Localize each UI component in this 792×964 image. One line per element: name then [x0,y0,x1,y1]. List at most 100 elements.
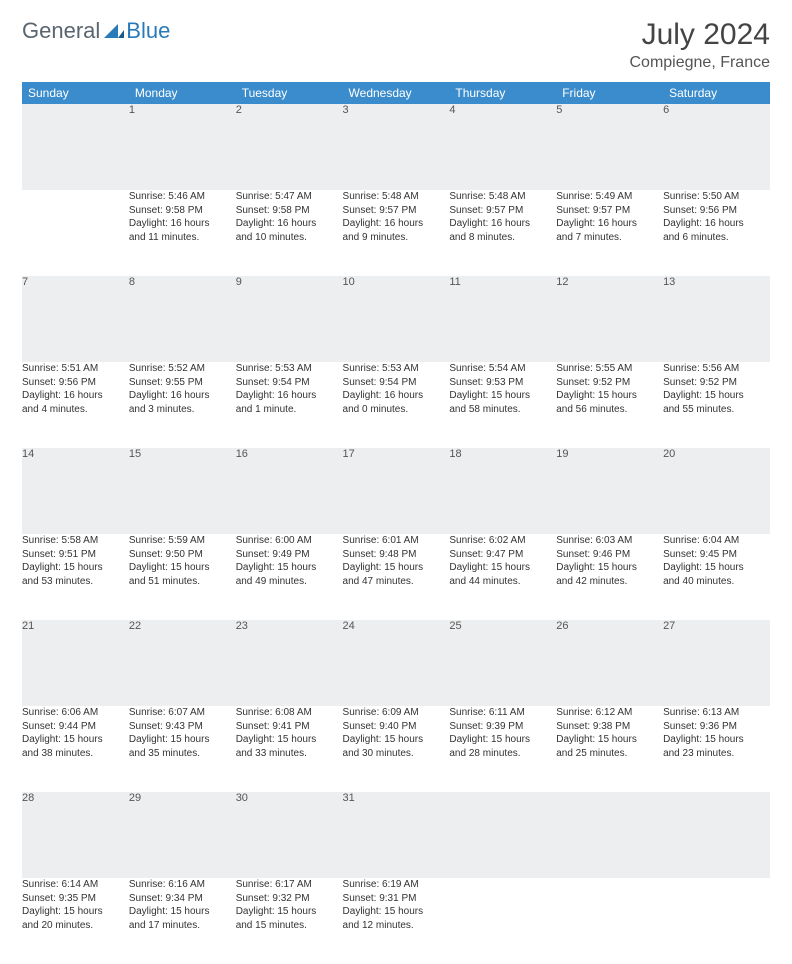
daylight2-text: and 3 minutes. [129,403,236,417]
daylight2-text: and 20 minutes. [22,919,129,933]
content-row: Sunrise: 5:46 AMSunset: 9:58 PMDaylight:… [22,190,770,276]
sunrise-text: Sunrise: 6:17 AM [236,878,343,892]
daylight1-text: Daylight: 16 hours [236,217,343,231]
daylight1-text: Daylight: 15 hours [22,733,129,747]
day-content-cell: Sunrise: 5:48 AMSunset: 9:57 PMDaylight:… [343,190,450,276]
day-content-cell: Sunrise: 5:50 AMSunset: 9:56 PMDaylight:… [663,190,770,276]
daylight2-text: and 49 minutes. [236,575,343,589]
sunset-text: Sunset: 9:45 PM [663,548,770,562]
daylight1-text: Daylight: 15 hours [556,389,663,403]
day-number-cell: 17 [343,448,450,534]
sunset-text: Sunset: 9:31 PM [343,892,450,906]
sunrise-text: Sunrise: 5:50 AM [663,190,770,204]
day-number-cell [663,792,770,878]
day-number-cell: 26 [556,620,663,706]
day-content-cell [22,190,129,276]
content-row: Sunrise: 6:06 AMSunset: 9:44 PMDaylight:… [22,706,770,792]
sunset-text: Sunset: 9:40 PM [343,720,450,734]
daylight2-text: and 15 minutes. [236,919,343,933]
sunset-text: Sunset: 9:57 PM [556,204,663,218]
daylight1-text: Daylight: 15 hours [22,905,129,919]
day-number-cell: 21 [22,620,129,706]
day-number-cell: 23 [236,620,343,706]
sunset-text: Sunset: 9:56 PM [22,376,129,390]
content-row: Sunrise: 5:58 AMSunset: 9:51 PMDaylight:… [22,534,770,620]
day-number-cell: 14 [22,448,129,534]
daylight1-text: Daylight: 15 hours [236,905,343,919]
daylight1-text: Daylight: 16 hours [449,217,556,231]
content-row: Sunrise: 5:51 AMSunset: 9:56 PM Daylight:… [22,362,770,448]
day-content-cell: Sunrise: 5:48 AMSunset: 9:57 PMDaylight:… [449,190,556,276]
day-content-cell: Sunrise: 6:16 AMSunset: 9:34 PMDaylight:… [129,878,236,964]
day-header: Friday [556,82,663,104]
daylight2-text: and 4 minutes. [22,403,129,417]
sunrise-text: Sunrise: 6:13 AM [663,706,770,720]
daylight1-text: Daylight: 15 hours [449,561,556,575]
daynum-row: 123456 [22,104,770,190]
day-content-cell: Sunrise: 5:56 AMSunset: 9:52 PMDaylight:… [663,362,770,448]
sunset-text: Sunset: 9:35 PM [22,892,129,906]
day-number-cell: 8 [129,276,236,362]
sunrise-text: Sunrise: 6:11 AM [449,706,556,720]
daylight2-text: and 30 minutes. [343,747,450,761]
sunrise-text: Sunrise: 6:14 AM [22,878,129,892]
sunrise-text: Sunrise: 6:12 AM [556,706,663,720]
daylight2-text: and 33 minutes. [236,747,343,761]
sunset-text: Sunset: 9:34 PM [129,892,236,906]
sunset-text: Sunset: 9:46 PM [556,548,663,562]
daylight1-text: Daylight: 15 hours [663,561,770,575]
sunset-text: Sunset: 9:44 PM [22,720,129,734]
sunrise-text: Sunrise: 5:48 AM [449,190,556,204]
day-number-cell: 12 [556,276,663,362]
sunrise-text: Sunrise: 6:07 AM [129,706,236,720]
sunset-text: Sunset: 9:56 PM [663,204,770,218]
day-content-cell: Sunrise: 5:53 AMSunset: 9:54 PMDaylight:… [236,362,343,448]
sunrise-text: Sunrise: 5:53 AM [343,362,450,376]
day-content-cell [449,878,556,964]
sunrise-text: Sunrise: 6:08 AM [236,706,343,720]
sunset-text: Sunset: 9:38 PM [556,720,663,734]
daylight1-text: Daylight: 15 hours [129,733,236,747]
daylight2-text: and 51 minutes. [129,575,236,589]
daylight1-text: Daylight: 16 hours [343,217,450,231]
day-number-cell: 3 [343,104,450,190]
day-content-cell: Sunrise: 6:14 AMSunset: 9:35 PMDaylight:… [22,878,129,964]
day-content-cell: Sunrise: 6:08 AMSunset: 9:41 PMDaylight:… [236,706,343,792]
day-number-cell: 20 [663,448,770,534]
day-content-cell: Sunrise: 5:53 AMSunset: 9:54 PMDaylight:… [343,362,450,448]
daylight1-text: Daylight: 15 hours [449,389,556,403]
day-content-cell: Sunrise: 6:11 AMSunset: 9:39 PMDaylight:… [449,706,556,792]
day-content-cell [663,878,770,964]
sunrise-text: Sunrise: 6:02 AM [449,534,556,548]
day-number-cell: 30 [236,792,343,878]
day-number-cell [449,792,556,878]
daylight1-text: Daylight: 16 hours [663,217,770,231]
day-number-cell: 1 [129,104,236,190]
day-content-cell: Sunrise: 6:04 AMSunset: 9:45 PMDaylight:… [663,534,770,620]
brand-part1: General [22,18,100,44]
day-number-cell: 19 [556,448,663,534]
day-header-row: Sunday Monday Tuesday Wednesday Thursday… [22,82,770,104]
day-number-cell: 16 [236,448,343,534]
daylight1-text: Daylight: 15 hours [663,733,770,747]
sunset-text: Sunset: 9:47 PM [449,548,556,562]
day-content-cell: Sunrise: 5:51 AMSunset: 9:56 PMDaylight:… [22,362,129,448]
day-number-cell: 29 [129,792,236,878]
header: General Blue July 2024 Compiegne, France [22,18,770,72]
daylight2-text: and 11 minutes. [129,231,236,245]
sunrise-text: Sunrise: 5:55 AM [556,362,663,376]
sunrise-text: Sunrise: 5:48 AM [343,190,450,204]
sunrise-text: Sunrise: 5:51 AM [22,362,129,376]
day-number-cell: 5 [556,104,663,190]
sunrise-text: Sunrise: 6:04 AM [663,534,770,548]
daylight2-text: and 42 minutes. [556,575,663,589]
location: Compiegne, France [629,54,770,72]
daylight2-text: and 23 minutes. [663,747,770,761]
day-content-cell [556,878,663,964]
day-content-cell: Sunrise: 6:17 AMSunset: 9:32 PMDaylight:… [236,878,343,964]
day-content-cell: Sunrise: 6:01 AMSunset: 9:48 PMDaylight:… [343,534,450,620]
sunset-text: Sunset: 9:32 PM [236,892,343,906]
sunset-text: Sunset: 9:41 PM [236,720,343,734]
sunrise-text: Sunrise: 6:00 AM [236,534,343,548]
sunrise-text: Sunrise: 5:52 AM [129,362,236,376]
